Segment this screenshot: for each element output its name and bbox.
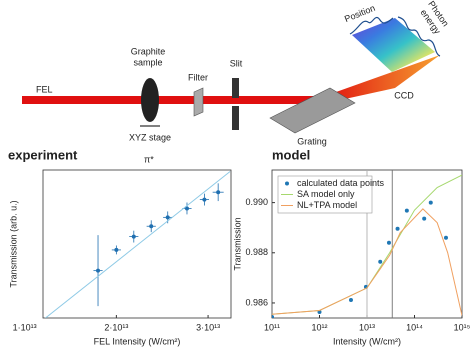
data-point xyxy=(422,216,427,221)
fel-beam xyxy=(22,96,322,104)
data-point xyxy=(165,215,170,220)
filter xyxy=(193,87,204,117)
x-axis-label: Intensity (W/cm²) xyxy=(333,336,401,346)
label-fel: FEL xyxy=(36,84,53,94)
ccd xyxy=(352,18,435,72)
plot-area xyxy=(42,169,232,319)
x-tick-label: 2·10¹³ xyxy=(104,322,128,332)
label-filter: Filter xyxy=(188,72,208,82)
x-tick-label: 10¹¹ xyxy=(264,322,280,332)
data-point xyxy=(202,197,207,202)
beam-cone xyxy=(322,55,440,104)
chart: model Intensity (W/cm²) Transmission 10¹¹ 10… xyxy=(232,147,470,346)
data-point xyxy=(216,190,221,195)
graphite-sample xyxy=(141,78,159,122)
data-point xyxy=(149,224,154,229)
label-slit: Slit xyxy=(230,58,243,68)
x-tick-label: 10¹⁴ xyxy=(406,322,423,332)
series-line xyxy=(45,171,231,318)
data-point xyxy=(348,297,353,302)
data-point xyxy=(184,206,189,211)
y-axis-label: Transmission (arb. u.) xyxy=(8,200,18,287)
x-tick-label: 10¹³ xyxy=(359,322,375,332)
label-stage: XYZ stage xyxy=(129,132,171,142)
x-tick-label: 1·10¹³ xyxy=(13,322,37,332)
label-position: Position xyxy=(343,3,376,24)
data-point xyxy=(378,259,383,264)
legend-label: calculated data points xyxy=(297,178,385,188)
legend-label: SA model only xyxy=(297,189,355,199)
x-tick-label: 10¹² xyxy=(311,322,327,332)
grating xyxy=(269,87,356,134)
chart: experiment π* FEL Intensity (W/cm²) Transmi… xyxy=(8,147,232,346)
label-graphite: Graphite xyxy=(131,46,166,56)
chart-title: model xyxy=(272,147,310,162)
data-point xyxy=(114,247,119,252)
x-tick-label: 3·10¹³ xyxy=(196,322,220,332)
data-point xyxy=(443,235,448,240)
data-point xyxy=(386,240,391,245)
plot-content xyxy=(272,170,462,318)
slit-top xyxy=(232,78,239,98)
x-axis-label: FEL Intensity (W/cm²) xyxy=(94,336,181,346)
series-line xyxy=(272,208,462,316)
y-tick-label: 0.990 xyxy=(245,197,268,207)
data-point xyxy=(428,200,433,205)
slit-bottom xyxy=(232,106,239,130)
data-point xyxy=(404,208,409,213)
label-sample: sample xyxy=(133,57,162,67)
y-tick-label: 0.986 xyxy=(245,297,268,307)
legend-marker xyxy=(285,181,289,186)
label-grating: Grating xyxy=(297,136,327,146)
label-ccd: CCD xyxy=(394,90,414,100)
data-point xyxy=(131,234,136,239)
data-point xyxy=(395,226,400,231)
y-tick-label: 0.988 xyxy=(245,247,268,257)
plot-content xyxy=(45,171,231,318)
y-axis-label: Transmission xyxy=(232,217,242,270)
data-point xyxy=(96,268,101,273)
setup-diagram: FEL Graphite sample XYZ stage Filter Sli… xyxy=(22,0,451,146)
annotation: π* xyxy=(144,154,154,164)
position-profile xyxy=(349,16,394,35)
energy-profile xyxy=(397,16,441,57)
data-point xyxy=(272,314,274,318)
legend-label: NL+TPA model xyxy=(297,200,357,210)
legend-box xyxy=(277,175,373,214)
chart-title: experiment xyxy=(8,147,78,162)
x-tick-label: 10¹⁵ xyxy=(454,322,471,332)
